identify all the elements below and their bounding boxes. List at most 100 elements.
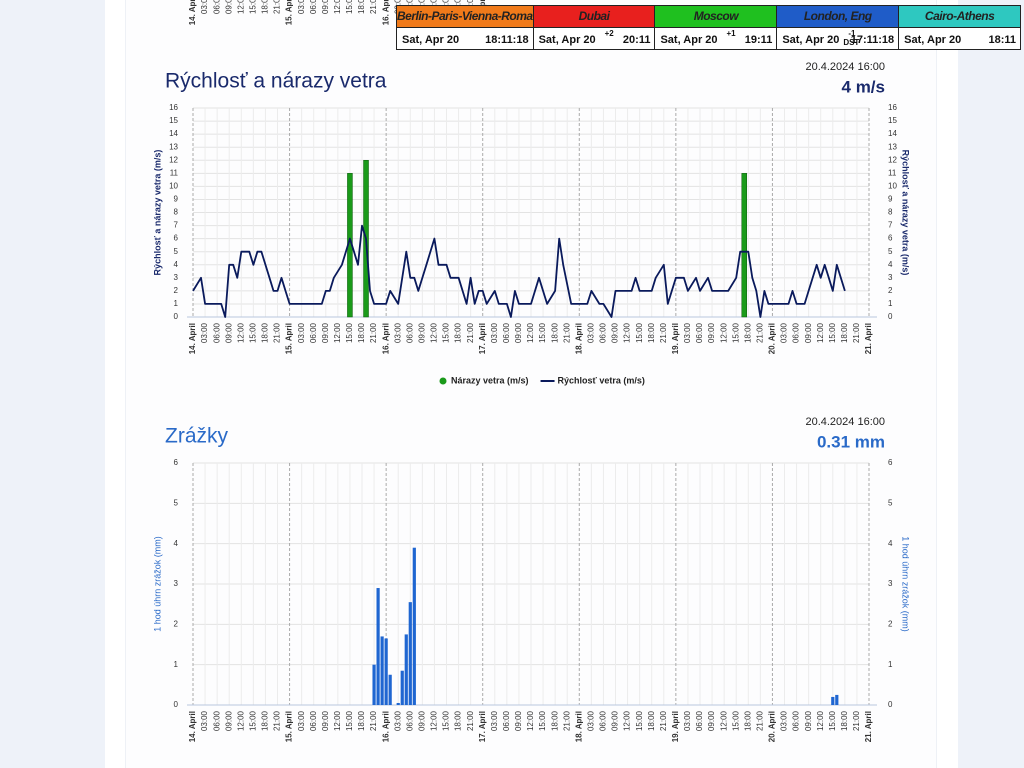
x-tick-label: 20. April — [768, 323, 777, 354]
x-tick-label: 12:00 — [430, 710, 439, 731]
x-tick-label: 09:00 — [224, 0, 233, 14]
x-tick-label: 21:00 — [562, 710, 571, 731]
x-tick-label: 12:00 — [333, 322, 342, 343]
x-tick-label: 03:00 — [780, 322, 789, 343]
x-tick-label: 21:00 — [273, 710, 282, 731]
y2-tick-label: 12 — [888, 155, 897, 164]
x-tick-label: 18:00 — [840, 322, 849, 343]
bar — [388, 674, 392, 705]
legend-swatch — [439, 377, 447, 385]
x-tick-label: 12:00 — [816, 322, 825, 343]
x-tick-label: 15:00 — [345, 0, 354, 14]
y-tick-label: 1 — [174, 299, 179, 308]
y2-tick-label: 0 — [888, 700, 893, 709]
y2-tick-label: 9 — [888, 195, 893, 204]
x-tick-label: 14. April — [188, 711, 197, 742]
y-tick-label: 13 — [169, 142, 178, 151]
x-tick-label: 09:00 — [417, 322, 426, 343]
x-tick-label: 12:00 — [526, 710, 535, 731]
y-axis-label: 1 hod úhrn zrážok (mm) — [152, 536, 162, 632]
clock-city: London, Eng — [777, 6, 899, 28]
x-tick-label: 16. April — [381, 323, 390, 354]
y-tick-label: 0 — [174, 700, 179, 709]
y-tick-label: 0 — [174, 312, 179, 321]
x-tick-label: 15:00 — [442, 322, 451, 343]
y2-tick-label: 5 — [888, 498, 893, 507]
x-tick-label: 21:00 — [659, 710, 668, 731]
clock-column: Cairo-Athens Sat, Apr 20 18:11 — [899, 6, 1021, 49]
clock-date: Sat, Apr 20 — [782, 34, 840, 46]
x-tick-label: 03:00 — [393, 322, 402, 343]
clock-city: Dubai — [533, 6, 655, 28]
x-tick-label: 06:00 — [212, 322, 221, 343]
x-tick-label: 15:00 — [731, 710, 740, 731]
x-tick-label: 15:00 — [345, 322, 354, 343]
bar — [400, 670, 404, 705]
x-tick-label: 18:00 — [357, 0, 366, 14]
x-tick-label: 09:00 — [224, 322, 233, 343]
y2-tick-label: 1 — [888, 299, 893, 308]
x-tick-label: 18:00 — [261, 0, 270, 14]
x-tick-label: 21:00 — [659, 322, 668, 343]
y2-tick-label: 13 — [888, 142, 897, 151]
x-tick-label: 09:00 — [514, 710, 523, 731]
y2-axis-label: Rýchlosť a nárazy vetra (m/s) — [901, 150, 911, 276]
timestamp: 20.4.2024 16:00 — [805, 416, 885, 428]
y-axis-label: Rýchlosť a nárazy vetra (m/s) — [152, 150, 162, 276]
x-tick-label: 21:00 — [369, 710, 378, 731]
x-tick-label: 21:00 — [466, 322, 475, 343]
x-tick-label: 18. April — [574, 323, 583, 354]
x-tick-label: 06:00 — [792, 322, 801, 343]
x-tick-label: 12:00 — [719, 710, 728, 731]
x-tick-label: 21:00 — [273, 322, 282, 343]
x-tick-label: 06:00 — [599, 710, 608, 731]
x-tick-label: 16. April — [381, 711, 390, 742]
x-tick-label: 21:00 — [562, 322, 571, 343]
clock-city: Cairo-Athens — [899, 6, 1021, 28]
x-tick-label: 06:00 — [405, 322, 414, 343]
clock-offset: -1 — [848, 29, 856, 38]
y-tick-label: 1 — [174, 660, 179, 669]
x-tick-label: 16. April — [381, 0, 390, 25]
x-tick-label: 03:00 — [297, 710, 306, 731]
clock-column: Dubai Sat, Apr 20 +2 20:11 — [533, 6, 656, 49]
y2-tick-label: 2 — [888, 286, 893, 295]
legend-label: Nárazy vetra (m/s) — [451, 375, 529, 385]
bar — [372, 664, 376, 705]
x-tick-label: 18:00 — [743, 322, 752, 343]
clock-row: Sat, Apr 20 +2 20:11 — [533, 28, 655, 49]
legend-label: Rýchlosť vetra (m/s) — [558, 375, 645, 385]
x-tick-label: 18:00 — [647, 322, 656, 343]
x-tick-label: 21. April — [864, 711, 873, 742]
y2-tick-label: 16 — [888, 103, 897, 112]
x-tick-label: 15:00 — [828, 322, 837, 343]
x-tick-label: 20. April — [768, 711, 777, 742]
y-tick-label: 16 — [169, 103, 178, 112]
x-tick-label: 21:00 — [369, 0, 378, 14]
current-value: 0.31 mm — [817, 432, 885, 451]
x-tick-label: 12:00 — [333, 0, 342, 14]
line — [192, 224, 846, 318]
bar — [831, 696, 835, 705]
clock-row: Sat, Apr 20 18:11 — [899, 28, 1021, 49]
x-tick-label: 19. April — [671, 711, 680, 742]
y-tick-label: 4 — [174, 539, 179, 548]
x-tick-label: 21:00 — [369, 322, 378, 343]
x-tick-label: 09:00 — [804, 710, 813, 731]
y-tick-label: 3 — [174, 579, 179, 588]
x-tick-label: 21:00 — [852, 710, 861, 731]
x-tick-label: 15:00 — [248, 322, 257, 343]
y2-tick-label: 11 — [888, 168, 897, 177]
x-tick-label: 06:00 — [695, 322, 704, 343]
x-tick-label: 14. April — [188, 323, 197, 354]
x-tick-label: 15:00 — [731, 322, 740, 343]
x-tick-label: 09:00 — [611, 322, 620, 343]
clock-date: Sat, Apr 20 — [402, 34, 460, 46]
x-tick-label: 12:00 — [430, 322, 439, 343]
x-tick-label: 09:00 — [804, 322, 813, 343]
x-tick-label: 12:00 — [236, 710, 245, 731]
bar — [384, 638, 388, 705]
x-tick-label: 19. April — [671, 323, 680, 354]
y-tick-label: 8 — [174, 208, 179, 217]
y2-tick-label: 0 — [888, 312, 893, 321]
